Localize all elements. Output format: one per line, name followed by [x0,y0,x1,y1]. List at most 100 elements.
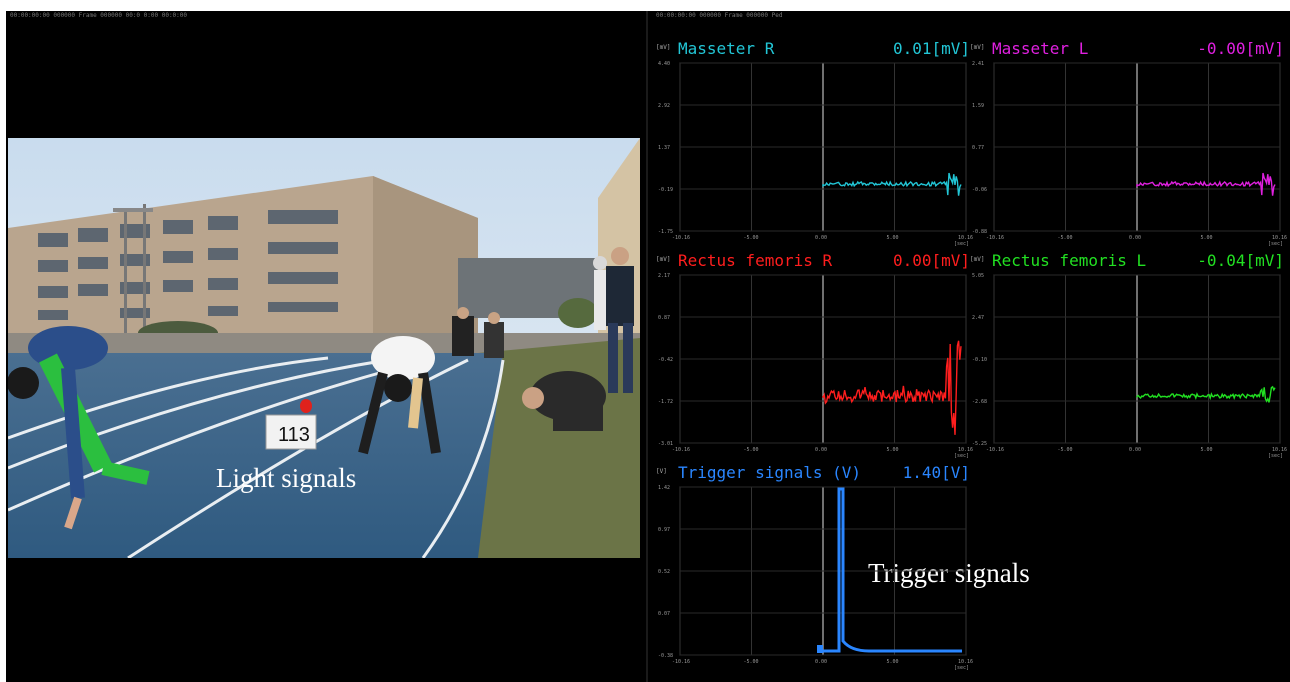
panel-header: [mV] Masseter R 0.01[mV] [656,39,970,61]
y-tick-label: 0.97 [658,527,670,533]
x-tick-label: 0.00 [815,659,827,665]
x-tick-label: -5.00 [744,659,759,665]
plot-masseter-l: 2.41 1.59 0.77 -0.06 -0.88 -10.16 -5.00 0.00 5.0… [970,59,1287,249]
panel-trigger-signals: [V] Trigger signals (V) 1.40[V] 1.42 0.97… [656,463,973,673]
y-tick-label: -0.38 [658,653,673,659]
panel-header: [mV] Masseter L -0.00[mV] [970,39,1284,61]
x-tick-label: -10.16 [986,447,1004,453]
y-tick-label: -2.68 [972,399,987,405]
plot-rectus-femoris-l: 5.05 2.47 -0.10 -2.68 -5.25 -10.16 -5.00 0.00 5.… [970,271,1287,461]
x-tick-label: 0.00 [1129,447,1141,453]
x-tick-label: -5.00 [1058,235,1073,241]
plot-svg: 4.40 2.92 1.37 -0.19 -1.75-10.16 -5.00 0.00 5.0… [658,61,973,247]
video-frame: 113 [8,138,640,558]
x-tick-label: 10.16 [1272,235,1287,241]
x-tick-label: -5.00 [744,447,759,453]
signal-trace [1136,385,1276,403]
y-tick-label: 2.17 [658,273,670,279]
x-unit-label: [sec] [1268,241,1283,247]
y-tick-label: 2.47 [972,315,984,321]
channel-name: Masseter L [992,39,1089,58]
y-tick-label: 1.59 [972,103,984,109]
plot-rectus-femoris-r: 2.17 0.87 -0.42 -1.72 -3.01 -10.16 -5.00 0.00 5.… [656,271,973,461]
x-unit-label: [sec] [1268,453,1283,459]
y-tick-label: -0.88 [972,229,987,235]
x-tick-label: -10.16 [672,659,690,665]
channel-name: Trigger signals (V) [678,463,862,482]
panel-masseter-r: [mV] Masseter R 0.01[mV] 4.40 2.92 1.37 -0.… [656,39,973,249]
y-tick-label: -0.06 [972,187,987,193]
panel-rectus-femoris-r: [mV] Rectus femoris R 0.00[mV] 2.17 0.87 -… [656,251,973,461]
x-tick-label: -5.00 [1058,447,1073,453]
bib-number-text: 113 [278,424,310,446]
runner-center [358,336,441,455]
y-tick-label: 5.05 [972,273,984,279]
screen-divider [646,11,648,682]
panel-header: [mV] Rectus femoris R 0.00[mV] [656,251,970,273]
x-tick-label: 10.16 [958,447,973,453]
official-crouching [522,371,606,431]
unit-label: [mV] [656,256,671,263]
y-tick-label: -1.72 [658,399,673,405]
x-tick-label: -10.16 [672,235,690,241]
panel-header: [V] Trigger signals (V) 1.40[V] [656,463,970,485]
unit-label: [mV] [656,44,671,51]
x-tick-label: 10.16 [958,659,973,665]
y-tick-label: 0.77 [972,145,984,151]
y-tick-label: -0.10 [972,357,987,363]
x-tick-label: 0.00 [1129,235,1141,241]
x-tick-label: -10.16 [986,235,1004,241]
y-tick-label: 2.41 [972,61,984,67]
y-tick-label: 0.87 [658,315,670,321]
channel-value: -0.00[mV] [1197,39,1284,58]
y-tick-label: 0.07 [658,611,670,617]
signal-trace [817,645,823,653]
runner-left [8,326,150,530]
panel-masseter-l: [mV] Masseter L -0.00[mV] 2.41 1.59 0.77 -0… [970,39,1287,249]
signal-trace [823,487,962,653]
left-status-text: 00:00:00:00 000000 Frame 000000 00:0 0:0… [10,12,188,19]
x-tick-label: 5.00 [887,235,899,241]
light-signals-label: Light signals [216,463,357,493]
x-tick-label: 10.16 [958,235,973,241]
y-tick-label: 0.52 [658,569,670,575]
x-tick-label: -10.16 [672,447,690,453]
channel-value: 1.40[V] [902,463,970,482]
emg-monitor-screen: 00:00:00:00 000000 Frame 000000 00:0 0:0… [6,11,1290,682]
x-unit-label: [sec] [954,241,969,247]
channel-name: Masseter R [678,39,775,58]
channel-value: 0.00[mV] [892,251,970,270]
x-tick-label: 0.00 [815,235,827,241]
x-unit-label: [sec] [954,665,969,671]
x-tick-label: 5.00 [887,447,899,453]
signal-trace [1136,172,1276,196]
y-tick-label: -5.25 [972,441,987,447]
plot-svg: 5.05 2.47 -0.10 -2.68 -5.25-10.16 -5.00 0.00 5.… [972,273,1287,459]
official-standing [593,247,634,393]
channel-value: -0.04[mV] [1197,251,1284,270]
x-tick-label: -5.00 [744,235,759,241]
signal-trace [822,340,962,435]
channel-value: 0.01[mV] [892,39,970,58]
plot-svg: 1.42 0.97 0.52 0.07 -0.38-10.16 -5.00 0.00 5.00… [658,485,973,671]
y-tick-label: -0.42 [658,357,673,363]
x-tick-label: 5.00 [887,659,899,665]
x-unit-label: [sec] [954,453,969,459]
y-tick-label: 2.92 [658,103,670,109]
plot-svg: 2.17 0.87 -0.42 -1.72 -3.01-10.16 -5.00 0.00 5.… [658,273,973,459]
x-tick-label: 0.00 [815,447,827,453]
right-status-text: 00:00:00:00 000000 Frame 000000 Ped [656,12,783,19]
plot-masseter-r: 4.40 2.92 1.37 -0.19 -1.75 -10.16 -5.00 0.00 5.0… [656,59,973,249]
y-tick-label: -0.19 [658,187,673,193]
channel-name: Rectus femoris R [678,251,833,270]
x-tick-label: 5.00 [1201,447,1213,453]
plot-trigger-signals: 1.42 0.97 0.52 0.07 -0.38 -10.16 -5.00 0.00 5.00… [656,483,973,673]
y-tick-label: -3.01 [658,441,673,447]
unit-label: [mV] [970,256,985,263]
x-tick-label: 5.00 [1201,235,1213,241]
channel-name: Rectus femoris L [992,251,1147,270]
panel-header: [mV] Rectus femoris L -0.04[mV] [970,251,1284,273]
panel-rectus-femoris-l: [mV] Rectus femoris L -0.04[mV] 5.05 2.47… [970,251,1287,461]
status-bar: 00:00:00:00 000000 Frame 000000 00:0 0:0… [6,11,1290,21]
sprint-start-scene: 113 [8,138,640,558]
